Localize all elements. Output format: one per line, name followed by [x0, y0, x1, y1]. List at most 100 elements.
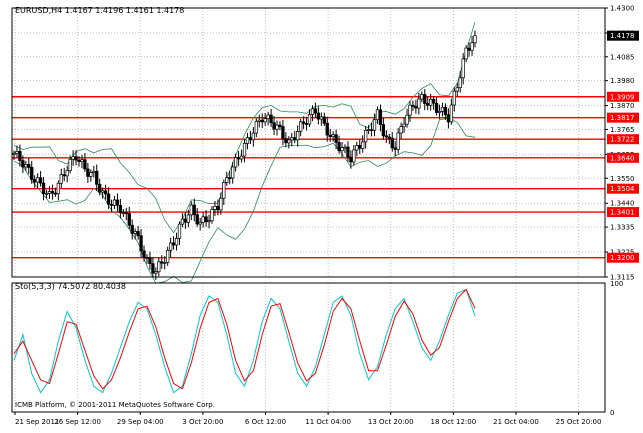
level-tag-label: 1.3504 — [610, 185, 635, 193]
candle — [56, 180, 60, 201]
candle — [328, 128, 332, 142]
price-tick-label: 1.4085 — [610, 53, 635, 61]
candle — [207, 214, 211, 229]
candle — [74, 150, 78, 166]
level-tag — [607, 252, 639, 263]
candle — [372, 113, 377, 137]
candle — [174, 232, 179, 251]
price-tick-label: 1.3765 — [610, 126, 635, 134]
candle — [151, 256, 155, 277]
time-tick-label: 13 Oct 20:00 — [368, 418, 414, 426]
candle — [118, 198, 123, 219]
level-tag — [607, 207, 639, 218]
symbol-info-label: EURUSD,H4 1.4167 1.4196 1.4161 1.4178 — [15, 6, 184, 15]
candle — [310, 105, 315, 122]
price-tags: 1.3909 1.3817 1.3722 1.3640 1.3504 1.3401 1.32… — [607, 30, 639, 263]
candle — [222, 179, 226, 206]
candle — [53, 187, 58, 197]
candle — [464, 45, 468, 63]
chart-grid — [12, 7, 605, 412]
candle — [304, 116, 309, 131]
candle — [399, 122, 403, 139]
stoch-tick-label: 0 — [610, 409, 614, 417]
candle — [89, 169, 93, 182]
candle — [393, 141, 397, 157]
candle — [426, 96, 430, 111]
candle — [30, 160, 34, 184]
candle — [101, 187, 105, 199]
current-price-tag — [607, 30, 639, 41]
candle — [287, 136, 291, 149]
candle — [103, 184, 108, 200]
level-tag — [607, 91, 639, 102]
candle — [449, 98, 454, 125]
candle — [366, 125, 371, 135]
candle — [281, 120, 285, 146]
candle — [396, 128, 400, 154]
candle — [307, 109, 312, 128]
candle — [284, 132, 288, 148]
candle — [86, 162, 90, 183]
candle — [316, 106, 321, 125]
candle — [130, 219, 134, 240]
candle — [216, 199, 220, 216]
candle — [163, 256, 167, 270]
current-price-label: 1.4178 — [610, 32, 635, 40]
candle — [204, 210, 208, 227]
level-tag-label: 1.3909 — [610, 93, 635, 101]
bollinger-bands — [13, 22, 476, 284]
candle — [239, 149, 244, 163]
candle — [219, 192, 223, 215]
candle — [381, 117, 386, 140]
candle — [233, 153, 238, 172]
candle — [98, 178, 102, 196]
candle — [124, 207, 128, 221]
candle — [24, 160, 28, 171]
level-tag-label: 1.3817 — [610, 114, 635, 122]
candle — [168, 237, 173, 258]
candle — [115, 193, 120, 212]
candle — [369, 122, 374, 137]
candle — [296, 125, 300, 147]
price-tick-label: 1.3980 — [610, 77, 635, 85]
level-tag-label: 1.3722 — [610, 136, 635, 144]
candle — [50, 184, 55, 200]
candle — [414, 99, 418, 114]
candle — [405, 108, 409, 128]
candle — [183, 212, 188, 229]
candle — [322, 112, 326, 127]
stochastic-main-line — [13, 288, 476, 394]
candle — [186, 209, 191, 228]
candle — [225, 171, 229, 186]
candle — [245, 132, 250, 150]
candle — [269, 108, 273, 127]
candle — [127, 206, 131, 230]
candle — [254, 118, 258, 138]
candle — [251, 127, 256, 147]
candle — [431, 96, 436, 110]
candle — [266, 111, 270, 126]
candle — [452, 87, 456, 112]
candle — [313, 102, 318, 119]
candle — [461, 53, 465, 85]
candle — [139, 228, 143, 258]
horizontal-levels[interactable] — [12, 96, 605, 259]
candle — [136, 225, 140, 240]
candle — [429, 93, 433, 111]
candle — [340, 141, 344, 158]
level-tag — [607, 112, 639, 123]
price-tick-label: 1.4300 — [610, 5, 635, 13]
candle — [166, 246, 170, 266]
time-tick-label: 21 Sep 2011 — [15, 418, 59, 426]
candle — [290, 132, 294, 147]
stochastic-pane-frame — [11, 282, 606, 413]
candle — [378, 104, 383, 132]
candle — [35, 173, 40, 189]
candle — [275, 120, 279, 136]
candle — [423, 89, 427, 111]
candle — [470, 35, 474, 56]
candle — [213, 201, 217, 216]
candle — [434, 97, 439, 116]
